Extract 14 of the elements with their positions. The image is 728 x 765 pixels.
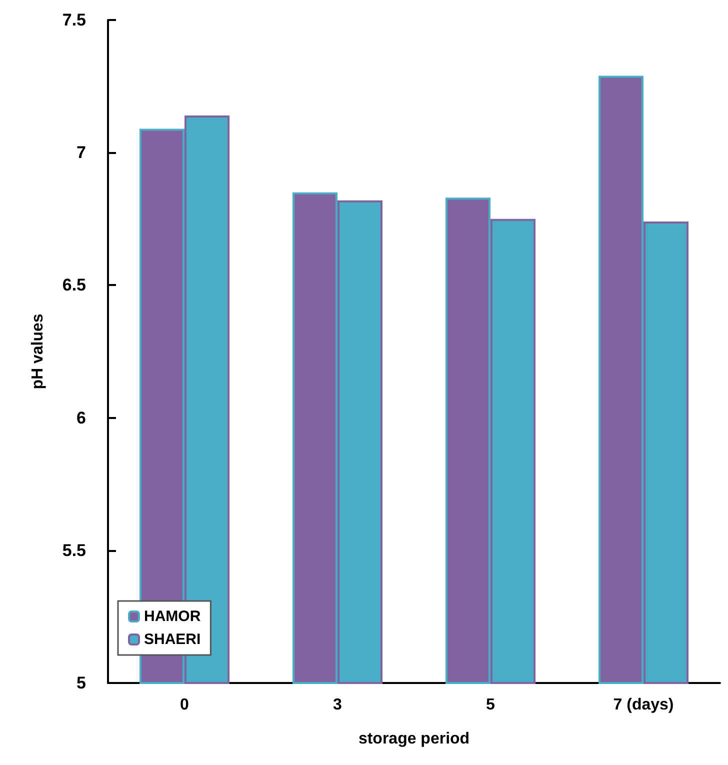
x-tick-label: 3 bbox=[333, 696, 342, 714]
y-tick-label: 6 bbox=[76, 408, 86, 428]
x-tick-label: 0 bbox=[180, 696, 190, 714]
x-tick-label: 5 bbox=[486, 696, 496, 714]
y-tick-label: 7.5 bbox=[62, 10, 86, 30]
legend-label: HAMOR bbox=[144, 608, 201, 625]
legend-label: SHAERI bbox=[144, 631, 201, 648]
x-axis-title: storage period bbox=[358, 730, 470, 748]
y-axis-title: pH values bbox=[30, 314, 46, 390]
y-tick-label: 5.5 bbox=[62, 540, 86, 560]
y-tick-label: 7 bbox=[76, 143, 86, 162]
y-tick-label: 6.5 bbox=[62, 276, 86, 295]
y-tick-label: 5 bbox=[76, 674, 86, 692]
x-tick-label: 7 (days) bbox=[613, 696, 674, 714]
